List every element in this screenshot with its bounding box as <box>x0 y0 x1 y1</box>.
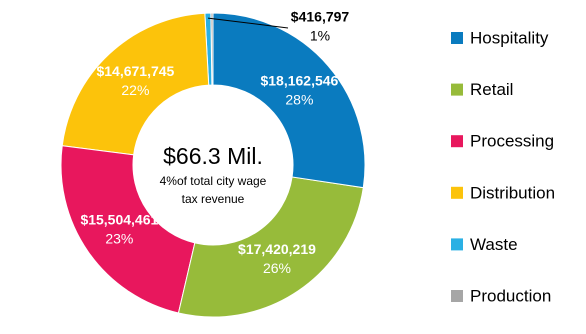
legend-swatch <box>451 32 463 44</box>
legend-swatch <box>451 238 463 251</box>
legend-label: Distribution <box>470 183 555 202</box>
center-title: $66.3 Mil. <box>163 143 263 169</box>
percent-label: 23% <box>105 231 133 247</box>
legend-swatch <box>451 83 463 96</box>
legend-swatch <box>451 290 463 302</box>
value-label: $17,420,219 <box>238 241 316 257</box>
value-label: $416,797 <box>291 9 350 25</box>
legend-label: Processing <box>470 132 554 151</box>
percent-label: 22% <box>121 82 149 98</box>
leader-line <box>207 17 289 29</box>
donut-slice <box>61 12 210 156</box>
donut-slice <box>212 12 366 189</box>
legend-label: Production <box>470 286 551 305</box>
donut-slice <box>177 176 364 318</box>
value-label: $14,671,745 <box>96 63 174 79</box>
legend-label: Hospitality <box>470 28 549 47</box>
labels: $18,162,546 28% $17,420,219 26% $15,504,461 2… <box>80 9 555 306</box>
legend-label: Waste <box>470 235 518 254</box>
legend-swatch <box>451 135 463 148</box>
percent-label: 26% <box>263 260 291 276</box>
center-text: 4%of total city wage <box>160 174 267 188</box>
percent-label: 1% <box>310 28 330 44</box>
value-label: $15,504,461 <box>80 212 158 228</box>
legend-swatch <box>451 186 463 199</box>
center-text: tax revenue <box>182 192 245 206</box>
donut-slice <box>60 145 196 314</box>
value-label: $18,162,546 <box>260 72 338 88</box>
legend-label: Retail <box>470 80 513 99</box>
percent-label: 28% <box>285 91 313 107</box>
